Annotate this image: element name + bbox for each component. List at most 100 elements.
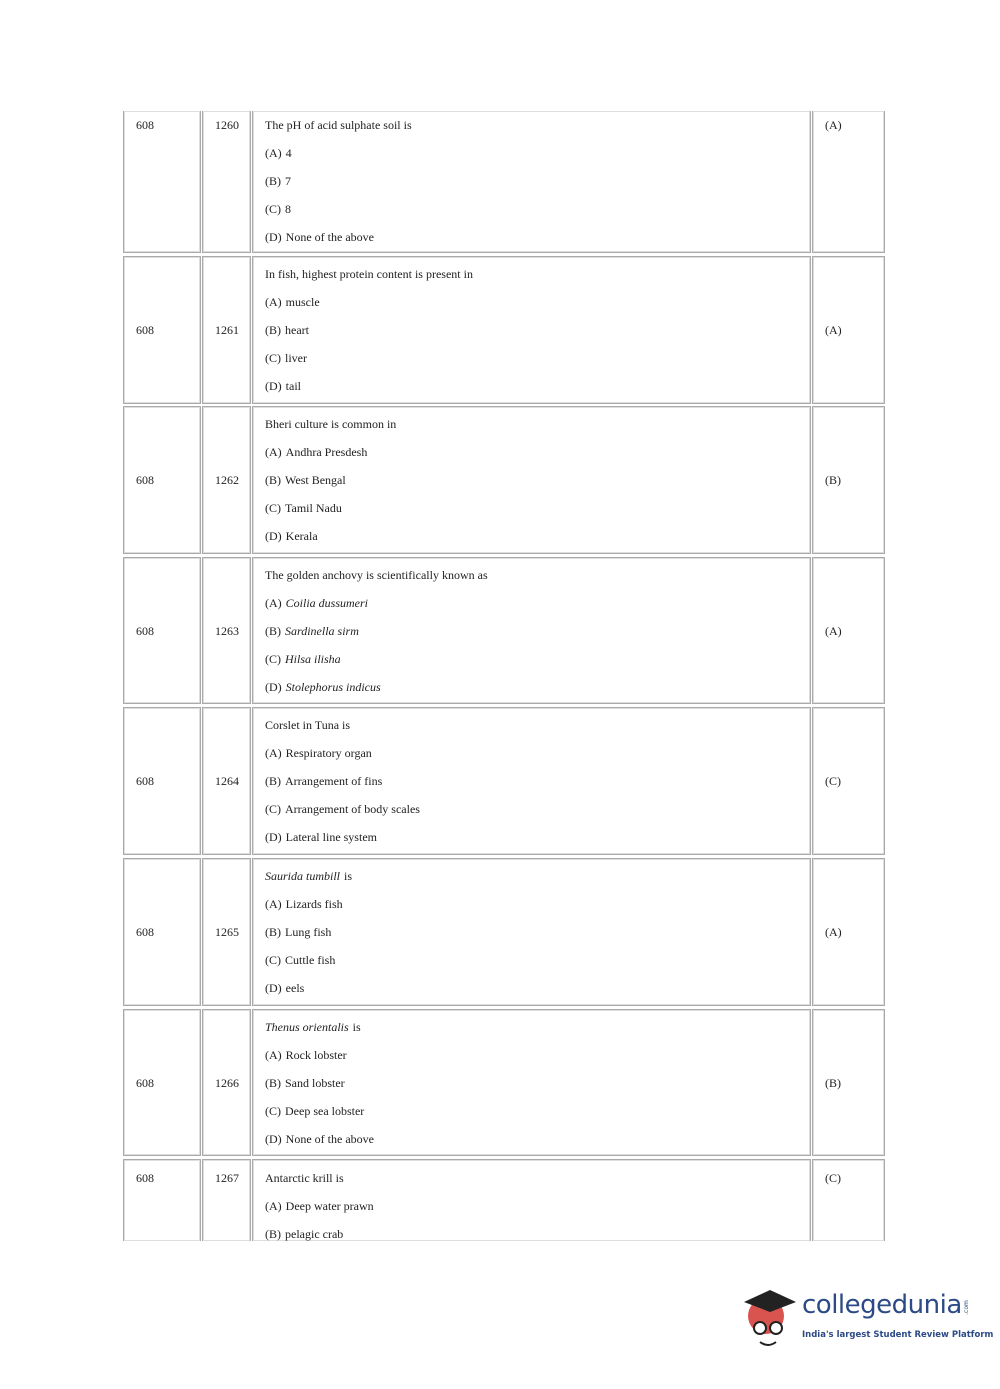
option-text: Stolephorus indicus: [285, 679, 381, 694]
option: (D) None of the above: [265, 223, 810, 251]
option: (D) None of the above: [265, 1125, 810, 1153]
option: (C) Hilsa ilisha: [265, 645, 810, 673]
logo: collegedunia .com India's largest Studen…: [740, 1282, 993, 1362]
option-label: (D): [265, 230, 282, 244]
qno-cell: 1260: [202, 111, 251, 253]
option-text: None of the above: [285, 1131, 374, 1146]
option: (A) muscle: [265, 288, 810, 316]
question-cell: Corslet in Tuna is (A) Respiratory organ (B…: [252, 707, 811, 855]
option-text: eels: [285, 981, 305, 995]
logo-icon: [744, 1290, 796, 1346]
option-text: Cuttle fish: [285, 953, 336, 967]
option: (A) Andhra Presdesh: [265, 438, 810, 466]
option-label: (C): [265, 802, 281, 816]
question-number: 1266: [215, 1075, 239, 1090]
answer-cell: (B): [812, 406, 885, 554]
option: (B) 7: [265, 167, 810, 195]
question-cell: The golden anchovy is scientifically kno…: [252, 557, 811, 704]
option: (A) Rock lobster: [265, 1041, 810, 1069]
option-label: (B): [265, 623, 281, 638]
option-text: Kerala: [285, 529, 318, 543]
option-text: tail: [285, 379, 301, 393]
answer-cell: (C): [812, 1159, 885, 1241]
option: (A) Respiratory organ: [265, 739, 810, 767]
option-label: (C): [265, 651, 281, 666]
qno-cell: 1267: [202, 1159, 251, 1241]
option-text: Coilia dussumeri: [285, 595, 369, 610]
option: (D) Stolephorus indicus: [265, 673, 810, 701]
option-text: 4: [285, 146, 292, 160]
code-cell: 608: [123, 707, 201, 855]
option-label: (B): [265, 1227, 281, 1241]
answer: (C): [825, 774, 841, 788]
qno-cell: 1264: [202, 707, 251, 855]
option: (B) heart: [265, 316, 810, 344]
option: (C) Tamil Nadu: [265, 494, 810, 522]
option-text: Sardinella sirm: [285, 623, 359, 638]
option: (B) Arrangement of fins: [265, 767, 810, 795]
option-label: (B): [265, 174, 281, 188]
option-text: None of the above: [285, 230, 374, 244]
answer: (B): [825, 473, 841, 487]
option: (D) eels: [265, 974, 810, 1002]
question-number: 1261: [215, 323, 239, 337]
logo-tagline: India's largest Student Review Platform: [802, 1330, 994, 1340]
answer-cell: (B): [812, 1009, 885, 1156]
answer: (C): [825, 1171, 841, 1185]
option-text: 7: [285, 174, 291, 188]
option-label: (A): [265, 1047, 282, 1062]
code: 608: [136, 323, 154, 337]
option-label: (B): [265, 925, 281, 939]
option: (B) West Bengal: [265, 466, 810, 494]
question-part: In fish, highest protein content is pres…: [265, 267, 473, 281]
code-cell: 608: [123, 256, 201, 404]
question-part: is: [352, 1019, 361, 1034]
question-part: Antarctic krill is: [265, 1171, 344, 1185]
question-number: 1260: [215, 118, 239, 132]
option: (A) Lizards fish: [265, 890, 810, 918]
option-label: (C): [265, 202, 281, 216]
option-label: (A): [265, 295, 282, 309]
question-cell: Bheri culture is common in (A) Andhra Pres…: [252, 406, 811, 554]
question-part: Corslet in Tuna is: [265, 718, 351, 732]
question: Antarctic krill is: [265, 1164, 810, 1192]
question-part: The golden anchovy is scientifically kno…: [265, 567, 488, 582]
question-part: Saurida tumbill: [265, 869, 341, 883]
answer-cell: (A): [812, 256, 885, 404]
question: Bheri culture is common in: [265, 410, 810, 438]
option-label: (C): [265, 501, 281, 515]
option-text: heart: [285, 323, 309, 337]
logo-tld: .com: [962, 1300, 970, 1315]
question: The golden anchovy is scientifically kno…: [265, 561, 810, 589]
option-text: Lizards fish: [285, 897, 343, 911]
code: 608: [136, 118, 154, 132]
option-text: muscle: [285, 295, 320, 309]
option-label: (B): [265, 323, 281, 337]
option-text: Hilsa ilisha: [285, 651, 341, 666]
code: 608: [136, 1171, 154, 1185]
option: (C) Cuttle fish: [265, 946, 810, 974]
code: 608: [136, 473, 154, 487]
option: (B) pelagic crab: [265, 1220, 810, 1248]
answer: (A): [825, 925, 842, 939]
question-cell: Thenus orientalis is (A) Rock lobster (B) San…: [252, 1009, 811, 1156]
option-label: (A): [265, 595, 282, 610]
code-cell: 608: [123, 557, 201, 704]
code-cell: 608: [123, 1159, 201, 1241]
option: (B) Sand lobster: [265, 1069, 810, 1097]
option-text: Respiratory organ: [285, 746, 372, 760]
option-label: (C): [265, 1103, 281, 1118]
option-label: (A): [265, 746, 282, 760]
option-label: (C): [265, 351, 281, 365]
option-label: (D): [265, 379, 282, 393]
option-label: (A): [265, 445, 282, 459]
option-text: Deep sea lobster: [285, 1103, 365, 1118]
option: (A) Deep water prawn: [265, 1192, 810, 1220]
option: (C) Deep sea lobster: [265, 1097, 810, 1125]
option: (D) tail: [265, 372, 810, 400]
question-cell: In fish, highest protein content is pres…: [252, 256, 811, 404]
option: (A) Coilia dussumeri: [265, 589, 810, 617]
code-cell: 608: [123, 1009, 201, 1156]
option-text: 8: [285, 202, 291, 216]
option-text: Tamil Nadu: [285, 501, 342, 515]
